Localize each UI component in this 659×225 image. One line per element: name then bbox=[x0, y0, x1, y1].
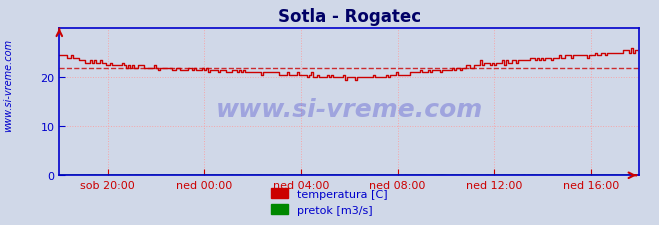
Title: Sotla - Rogatec: Sotla - Rogatec bbox=[277, 8, 421, 26]
Legend: temperatura [C], pretok [m3/s]: temperatura [C], pretok [m3/s] bbox=[267, 184, 392, 219]
Text: www.si-vreme.com: www.si-vreme.com bbox=[3, 39, 13, 132]
Text: www.si-vreme.com: www.si-vreme.com bbox=[215, 98, 483, 122]
